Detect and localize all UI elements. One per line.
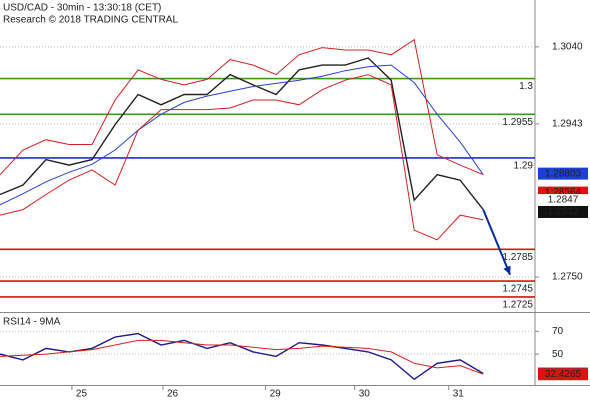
price-tag-label: 32.4265 (545, 369, 582, 380)
level-label-bg (503, 283, 534, 296)
price-tag-label: 1.28803 (545, 168, 582, 179)
level-label-bg (503, 80, 534, 93)
series-line (0, 332, 484, 381)
level-label: 1.29 (514, 161, 534, 172)
series-line (0, 339, 484, 375)
level-label-bg (503, 298, 534, 311)
price-tag (538, 368, 588, 381)
x-tick-label: 26 (167, 389, 179, 400)
y-tick-label: 1.2943 (552, 118, 583, 129)
level-label: 1.2745 (502, 284, 533, 295)
x-tick-label: 31 (453, 389, 465, 400)
level-label: 1.2955 (502, 117, 533, 128)
price-tag-label: 1.2832 (548, 207, 579, 218)
y-tick-label: 70 (552, 326, 564, 337)
level-label: 1.2785 (502, 252, 533, 263)
x-tick-label: 25 (76, 389, 88, 400)
series-line (0, 74, 484, 241)
x-tick-label: 29 (270, 389, 282, 400)
series-line (0, 57, 484, 211)
y-tick-label: 50 (552, 349, 564, 360)
level-label: 1.3 (519, 81, 533, 92)
level-label-bg (503, 159, 534, 172)
price-tag (538, 167, 588, 180)
rsi-title: RSI14 - 9MA (3, 317, 61, 328)
price-tag (538, 194, 588, 207)
forecast-arrow (482, 209, 511, 276)
price-tag-label: 1.2847 (548, 195, 579, 206)
series-line (0, 38, 484, 176)
price-tag-label: 1.28564 (545, 187, 582, 198)
y-tick-label: 1.2750 (552, 272, 583, 283)
arrow-head (503, 265, 511, 275)
level-label-bg (503, 251, 534, 264)
y-tick-label: 1.3040 (552, 41, 583, 52)
series-line (0, 64, 484, 206)
level-label-bg (503, 116, 534, 129)
chart-title: USD/CAD - 30min - 13:30:18 (CET) (3, 3, 161, 14)
price-tag (538, 205, 588, 218)
level-label: 1.2725 (502, 300, 533, 311)
x-tick-label: 30 (359, 389, 371, 400)
chart-subtitle: Research © 2018 TRADING CENTRAL (3, 15, 178, 26)
